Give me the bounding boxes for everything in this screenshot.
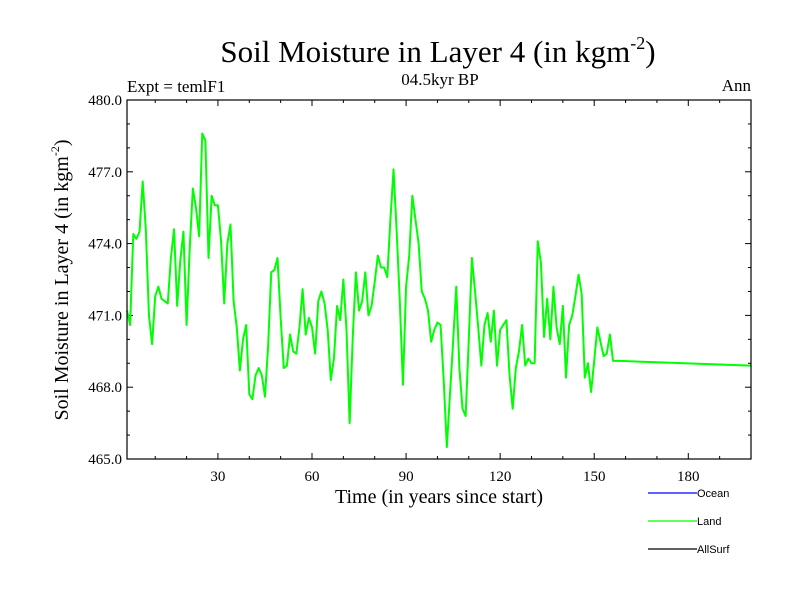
title: Soil Moisture in Layer 4 (in kgm-2): [220, 33, 655, 69]
series-line-land: [126, 132, 752, 449]
x-tick-label: 60: [305, 469, 320, 485]
x-tick-label: 90: [399, 469, 414, 485]
x-tick-label: 120: [489, 469, 512, 485]
svg-text:Soil Moisture in Layer 4 (in k: Soil Moisture in Layer 4 (in kgm-2): [220, 33, 655, 69]
y-tick-label: 471.0: [88, 308, 122, 324]
y-axis-label-close: ): [51, 139, 73, 146]
y-tick-label: 480.0: [88, 93, 122, 109]
x-tick-label: 150: [583, 469, 606, 485]
experiment-label: Expt = temlF1: [127, 77, 225, 96]
legend-label-ocean: Ocean: [697, 488, 729, 500]
y-tick-label: 477.0: [88, 165, 122, 181]
title-close: ): [645, 34, 655, 69]
plot-frame: [126, 99, 752, 460]
y-tick-label: 465.0: [88, 452, 122, 468]
y-axis-label: Soil Moisture in Layer 4 (in kgm-2): [48, 139, 73, 420]
y-tick-label: 468.0: [88, 380, 122, 396]
plot-area: 30 60 90 120 150 180 465.0 468.0 471.0 474.0 477.0…: [88, 93, 752, 485]
subtitle: 04.5kyr BP: [401, 70, 478, 89]
title-superscript: -2: [630, 33, 645, 53]
y-tick-label: 474.0: [88, 237, 122, 253]
season-label: Ann: [722, 76, 752, 95]
title-text: Soil Moisture in Layer 4 (in kgm: [220, 34, 630, 69]
legend-label-land: Land: [697, 516, 721, 528]
x-axis-label: Time (in years since start): [335, 486, 543, 508]
legend: Ocean Land AllSurf: [648, 488, 730, 556]
y-axis-label-superscript: -2: [48, 146, 62, 156]
x-tick-label: 30: [210, 469, 225, 485]
svg-text:Soil Moisture in Layer 4 (in k: Soil Moisture in Layer 4 (in kgm-2): [48, 139, 73, 420]
x-tick-label: 180: [677, 469, 700, 485]
legend-label-allsurf: AllSurf: [697, 544, 730, 556]
y-axis-label-text: Soil Moisture in Layer 4 (in kgm: [51, 156, 73, 421]
